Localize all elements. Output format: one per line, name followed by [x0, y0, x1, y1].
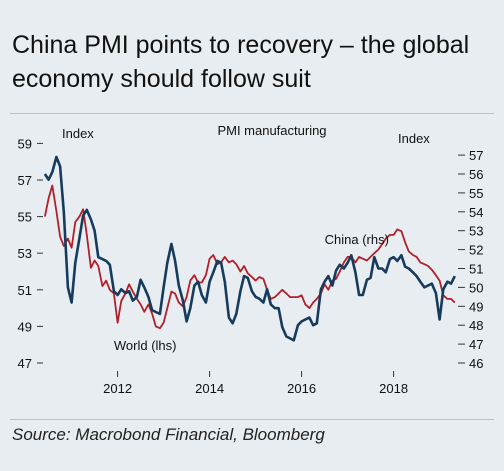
world-series-label: World (lhs)	[114, 338, 177, 353]
x-tick-label: 2018	[379, 381, 408, 396]
left-tick-label: 59	[18, 136, 32, 151]
right-tick-label: 47	[469, 337, 483, 352]
left-tick-label: 57	[18, 173, 32, 188]
right-tick-label: 48	[469, 318, 483, 333]
left-tick-label: 55	[18, 210, 32, 225]
source-note: Source: Macrobond Financial, Bloomberg	[12, 425, 325, 444]
right-tick-label: 52	[469, 243, 483, 258]
world-series-line	[44, 184, 456, 330]
top-divider	[10, 113, 494, 114]
chart-subtitle: PMI manufacturing	[217, 123, 326, 138]
right-tick-label: 49	[469, 299, 483, 314]
bottom-divider	[10, 419, 494, 420]
right-tick-label: 56	[469, 167, 483, 182]
china-series-line	[43, 155, 456, 342]
right-tick-label: 46	[469, 356, 483, 371]
x-tick-label: 2012	[103, 381, 132, 396]
x-tick-label: 2014	[195, 381, 224, 396]
right-axis-label: Index	[398, 131, 430, 146]
left-tick-label: 49	[18, 319, 32, 334]
china-series-label: China (rhs)	[325, 232, 389, 247]
x-tick-label: 2016	[287, 381, 316, 396]
left-tick-label: 47	[18, 356, 32, 371]
left-axis-label: Index	[62, 126, 94, 141]
right-tick-label: 50	[469, 280, 483, 295]
right-tick-label: 55	[469, 186, 483, 201]
right-tick-label: 57	[469, 148, 483, 163]
right-tick-label: 51	[469, 262, 483, 277]
right-tick-label: 54	[469, 205, 483, 220]
chart-title: China PMI points to recovery – the globa…	[12, 31, 470, 93]
right-tick-label: 53	[469, 224, 483, 239]
left-tick-label: 53	[18, 246, 32, 261]
left-tick-label: 51	[18, 283, 32, 298]
